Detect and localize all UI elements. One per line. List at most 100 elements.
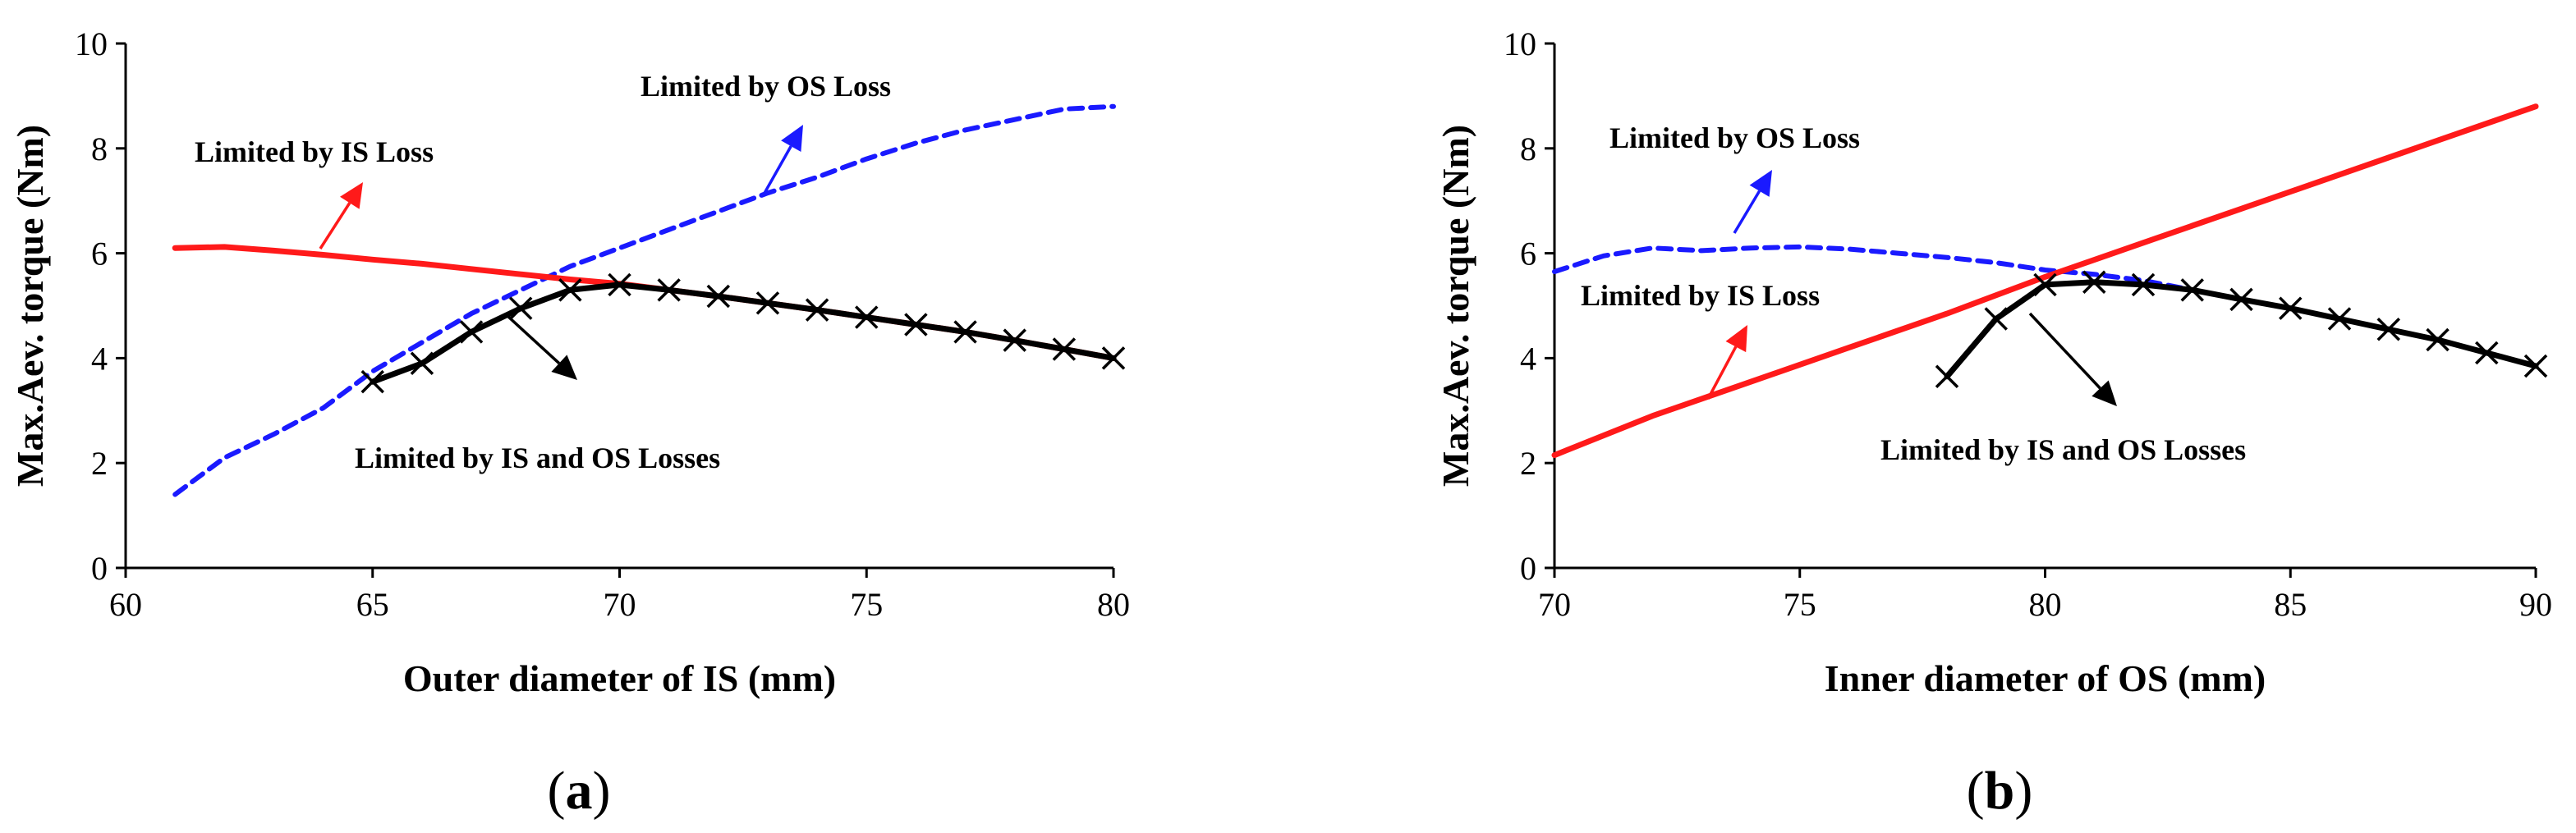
y-tick-label: 2 bbox=[1520, 445, 1536, 482]
y-tick-label: 6 bbox=[1520, 236, 1536, 272]
annotation-arrow-shaft bbox=[1733, 190, 1761, 234]
data-point-x-marker bbox=[1101, 346, 1126, 370]
marker-stroke bbox=[2523, 354, 2548, 378]
marker-stroke bbox=[1935, 364, 1959, 389]
y-axis-title-b: Max.Aev. torque (Nm) bbox=[1435, 125, 1476, 487]
y-tick-label: 10 bbox=[75, 25, 108, 62]
marker-stroke bbox=[558, 278, 582, 302]
marker-stroke bbox=[1984, 307, 2008, 331]
series-line-a-1 bbox=[172, 244, 1117, 361]
x-tick-label: 80 bbox=[2029, 586, 2062, 623]
data-point-x-marker bbox=[1984, 307, 2008, 331]
data-point-x-marker bbox=[706, 284, 731, 309]
marker-stroke bbox=[2033, 272, 2057, 297]
data-point-x-marker bbox=[360, 369, 384, 394]
chart-panel-a: (a) 0 2 4 6 8 10 60 65 70 75 80 Outer diameter of I… bbox=[9, 25, 1130, 821]
annotation-arrow-head bbox=[781, 125, 803, 152]
marker-stroke bbox=[2229, 287, 2253, 312]
annotation-arrow-head bbox=[1725, 325, 1747, 353]
marker-stroke bbox=[755, 291, 780, 315]
y-tick-label: 4 bbox=[91, 340, 108, 377]
x-tick-label: 75 bbox=[850, 586, 883, 623]
y-tick-label: 2 bbox=[91, 445, 108, 482]
marker-stroke bbox=[805, 298, 829, 322]
annotation-label: Limited by IS and OS Losses bbox=[355, 442, 720, 474]
data-point-x-marker bbox=[953, 320, 977, 344]
marker-stroke bbox=[1003, 328, 1026, 352]
data-point-x-marker bbox=[459, 320, 484, 344]
y-tick-label: 8 bbox=[1520, 130, 1536, 167]
chart-panel-b: (b) 0 2 4 6 8 10 70 75 80 85 90 Inner diameter of O… bbox=[1435, 25, 2552, 821]
data-point-x-marker bbox=[1052, 337, 1077, 361]
series-line-b-1 bbox=[1551, 103, 2539, 459]
data-point-x-marker bbox=[1003, 328, 1026, 352]
data-point-x-marker bbox=[855, 305, 879, 329]
data-point-x-marker bbox=[2180, 278, 2204, 302]
marker-stroke bbox=[1052, 337, 1077, 361]
marker-stroke bbox=[360, 369, 384, 394]
marker-stroke bbox=[2327, 307, 2352, 331]
x-tick-label: 75 bbox=[1784, 586, 1816, 623]
data-point-x-marker bbox=[2033, 272, 2057, 297]
x-tick-label: 70 bbox=[604, 586, 636, 623]
marker-stroke bbox=[459, 320, 484, 344]
series-line-a-0 bbox=[172, 103, 1116, 497]
y-axis-title-a: Max.Aev. torque (Nm) bbox=[9, 125, 51, 487]
x-tick-label: 70 bbox=[1538, 586, 1571, 623]
data-point-x-marker bbox=[508, 296, 533, 320]
data-point-x-marker bbox=[2376, 318, 2400, 341]
annotation-arrow-shaft bbox=[1706, 346, 1738, 400]
y-tick-label: 4 bbox=[1520, 340, 1536, 377]
marker-stroke bbox=[2131, 272, 2156, 297]
annotation-label: Limited by IS Loss bbox=[195, 135, 434, 168]
y-tick-label: 10 bbox=[1504, 25, 1536, 62]
marker-stroke bbox=[2475, 341, 2499, 365]
annotation-label: Limited by OS Loss bbox=[1609, 121, 1860, 154]
annotation-arrow-shaft bbox=[2028, 312, 2101, 390]
marker-stroke bbox=[904, 313, 928, 336]
x-tick-label: 80 bbox=[1097, 586, 1130, 623]
data-point-x-marker bbox=[608, 272, 631, 297]
x-tick-label: 90 bbox=[2519, 586, 2552, 623]
marker-stroke bbox=[953, 320, 977, 344]
data-point-x-marker bbox=[2131, 272, 2156, 297]
marker-stroke bbox=[410, 351, 434, 376]
marker-stroke bbox=[2082, 270, 2106, 294]
data-point-x-marker bbox=[410, 351, 434, 376]
series-line-b-0 bbox=[1552, 244, 2538, 368]
y-tick-label: 0 bbox=[91, 550, 108, 587]
annotation-arrow-shaft bbox=[762, 145, 792, 195]
annotation-label: Limited by IS and OS Losses bbox=[1880, 433, 2246, 466]
annotation-arrow-head bbox=[551, 355, 577, 380]
marker-stroke bbox=[855, 305, 879, 329]
marker-stroke bbox=[2180, 278, 2204, 302]
data-point-x-marker bbox=[1935, 364, 1959, 389]
marker-stroke bbox=[2279, 296, 2303, 320]
marker-stroke bbox=[657, 278, 681, 302]
panel-label-a: (a) bbox=[548, 761, 611, 821]
annotation-label: Limited by IS Loss bbox=[1581, 279, 1820, 312]
data-point-x-marker bbox=[2082, 270, 2106, 294]
annotation-arrow-head bbox=[1749, 170, 1772, 197]
data-point-x-marker bbox=[2327, 307, 2352, 331]
data-point-x-marker bbox=[2426, 327, 2450, 352]
annotation-label: Limited by OS Loss bbox=[641, 70, 891, 103]
x-axis-title-b: Inner diameter of OS (mm) bbox=[1825, 657, 2266, 699]
annotation-arrow-head bbox=[2092, 380, 2117, 406]
series-line-a-2 bbox=[370, 281, 1117, 385]
x-tick-label: 65 bbox=[356, 586, 389, 623]
annotation-arrow-shaft bbox=[506, 314, 561, 365]
y-tick-label: 6 bbox=[91, 236, 108, 272]
data-point-x-marker bbox=[657, 278, 681, 302]
marker-stroke bbox=[2426, 327, 2450, 352]
data-point-x-marker bbox=[558, 278, 582, 302]
y-tick-label: 8 bbox=[91, 130, 108, 167]
x-axis-title-a: Outer diameter of IS (mm) bbox=[403, 657, 836, 699]
data-point-x-marker bbox=[2229, 287, 2253, 312]
marker-stroke bbox=[1101, 346, 1126, 370]
data-point-x-marker bbox=[904, 313, 928, 336]
data-point-x-marker bbox=[2523, 354, 2548, 378]
x-tick-label: 85 bbox=[2274, 586, 2307, 623]
marker-stroke bbox=[608, 272, 631, 297]
